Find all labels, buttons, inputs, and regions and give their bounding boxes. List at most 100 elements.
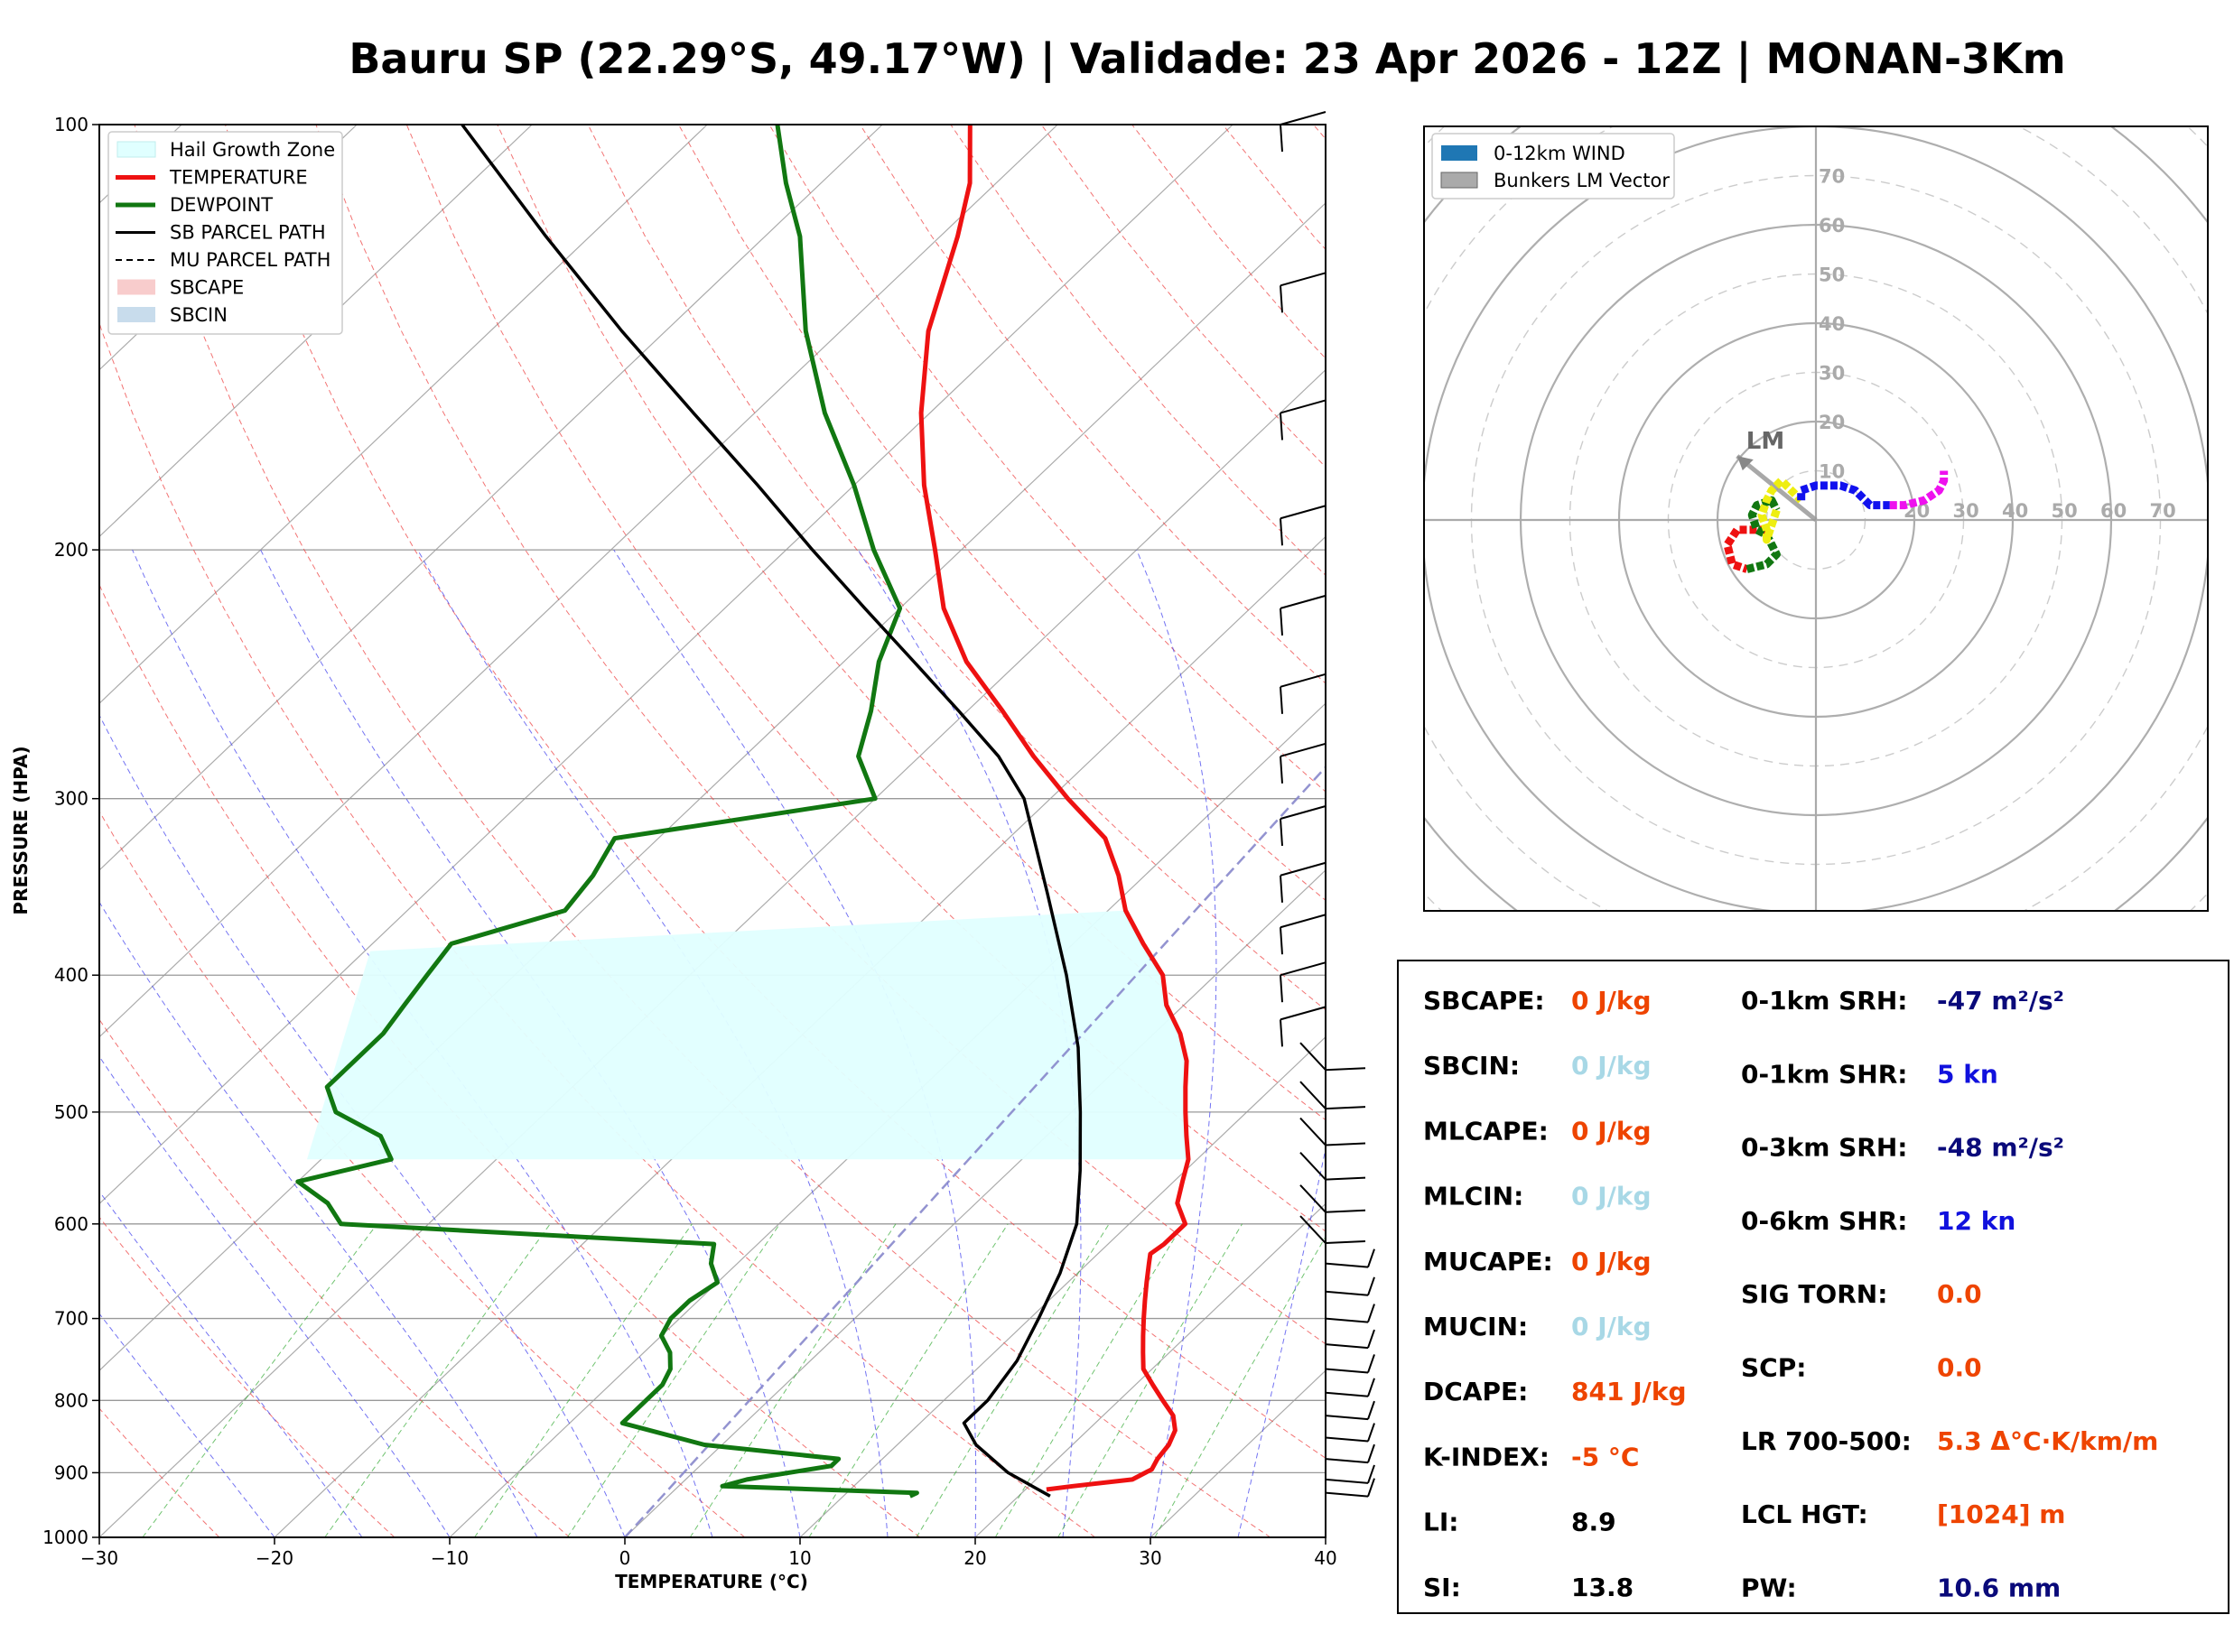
legend-item: Hail Growth Zone (116, 139, 335, 161)
skew-t-legend: Hail Growth Zone TEMPERATURE DEWPOINT SB PA… (107, 131, 343, 335)
hodograph-trace: LM (1723, 428, 1949, 573)
isotherm-line (99, 125, 708, 705)
wind-barb (1280, 673, 1326, 714)
y-tick-label: 700 (54, 1308, 88, 1330)
wind-barb-staff (1280, 975, 1283, 1003)
legend-item: TEMPERATURE (116, 167, 308, 189)
index-value: 8.9 (1571, 1508, 1616, 1537)
wind-barb-staff (1280, 686, 1283, 714)
hodograph-legend: 0-12km WIND Bunkers LM Vector (1431, 133, 1675, 200)
dry-adiabat-line (99, 1018, 571, 1537)
hodograph-ring-label: 60 (1819, 215, 1845, 237)
wind-barb-flag (1367, 1329, 1375, 1349)
index-value: 0 J/kg (1571, 1051, 1652, 1081)
index-name: PW: (1741, 1573, 1797, 1602)
wind-barb-staff (1280, 608, 1283, 636)
moist-adiabat-line (1136, 549, 1217, 1537)
hail-growth-zone-area (307, 910, 1188, 1160)
index-name: 0-6km SHR: (1741, 1206, 1908, 1236)
wind-barb-flag (1367, 1423, 1375, 1442)
dry-adiabat-line (497, 125, 1326, 1121)
isotherm-line (449, 702, 1326, 1537)
hodograph-rings (1424, 126, 2208, 911)
index-value: 13.8 (1571, 1573, 1634, 1602)
index-row: MUCIN: 0 J/kg (1423, 1312, 1652, 1341)
wind-barb-staff (1280, 756, 1283, 784)
moist-adiabat-line (99, 1190, 363, 1537)
y-tick-label: 200 (54, 539, 88, 561)
legend-item: SBCAPE (117, 277, 244, 299)
wind-barb (1280, 961, 1326, 1003)
index-row: 0-1km SRH: -47 m²/s² (1741, 986, 2064, 1016)
isotherm-line (99, 125, 1058, 1038)
legend-label: TEMPERATURE (169, 167, 308, 189)
wind-barb-flag (1325, 1067, 1366, 1072)
y-axis-title: PRESSURE (HPA) (10, 746, 32, 914)
mu-parcel-path-line (624, 766, 1326, 1537)
dry-adiabat-line (134, 125, 1271, 1537)
index-row: SBCAPE: 0 J/kg (1423, 986, 1652, 1016)
x-tick-label: 10 (788, 1547, 811, 1569)
x-tick-label: −20 (256, 1547, 293, 1569)
wind-barb-staff (1299, 1151, 1326, 1181)
dry-adiabat-line (99, 1407, 220, 1537)
dry-adiabat-line (99, 810, 746, 1537)
index-value: 0 J/kg (1571, 1312, 1652, 1341)
wind-barb-flag (1325, 1142, 1366, 1146)
y-tick-label: 600 (54, 1213, 88, 1235)
hodograph-legend-item: Bunkers LM Vector (1440, 170, 1670, 191)
wind-barb (1325, 1304, 1375, 1323)
y-tick-label: 400 (54, 964, 88, 986)
wind-barb-flag (1280, 1006, 1326, 1021)
legend-box (107, 131, 343, 335)
hodograph-ring-label: 10 (1819, 461, 1845, 483)
index-value: [1024] m (1937, 1499, 2065, 1529)
hodograph-axis-label: 60 (2100, 500, 2127, 522)
indices-box (1397, 960, 2229, 1614)
x-tick-label: 40 (1314, 1547, 1336, 1569)
bunkers-lm-vector (1736, 454, 1818, 522)
wind-barbs (1280, 111, 1375, 1498)
dry-adiabat-line (224, 125, 1326, 1459)
legend-swatch (117, 307, 155, 322)
wind-barb-staff (1299, 1042, 1326, 1071)
temperature-line (918, 125, 1191, 1492)
wind-barb-staff (1325, 1262, 1369, 1268)
dry-adiabat-line (587, 125, 1326, 1011)
wind-barb (1299, 1081, 1366, 1110)
skew-t-frame (98, 124, 1326, 1538)
index-value: -48 m²/s² (1937, 1133, 2064, 1163)
index-row: 0-6km SHR: 12 kn (1741, 1206, 2015, 1236)
x-tick-label: −30 (80, 1547, 118, 1569)
legend-item: MU PARCEL PATH (116, 249, 330, 271)
wind-barb-staff (1280, 518, 1283, 546)
wind-barb (1280, 805, 1326, 847)
wind-barb-staff (1299, 1215, 1326, 1244)
legend-label: SBCIN (170, 304, 228, 326)
hodograph-axis-label: 50 (2052, 500, 2078, 522)
wind-barb-staff (1299, 1081, 1326, 1109)
index-value: 0 J/kg (1571, 986, 1652, 1016)
wind-barb (1325, 1464, 1375, 1484)
index-row: DCAPE: 841 J/kg (1423, 1377, 1687, 1406)
wind-barb-flag (1367, 1276, 1375, 1296)
legend-swatch (116, 141, 156, 158)
wind-barb (1325, 1329, 1375, 1350)
index-value: 5.3 Δ°C·K/km/m (1937, 1426, 2158, 1456)
wind-barb-flag (1367, 1400, 1375, 1420)
wind-barb-flag (1280, 914, 1326, 929)
skew-t-series (295, 125, 1326, 1537)
legend-label: MU PARCEL PATH (170, 249, 330, 271)
sb-parcel-path-line (461, 125, 1083, 1498)
index-name: 0-3km SRH: (1741, 1133, 1908, 1163)
moist-adiabat-line (99, 1055, 451, 1537)
moist-adiabat-line (99, 901, 538, 1537)
moist-adiabat-line (417, 549, 889, 1537)
index-name: SIG TORN: (1741, 1279, 1887, 1309)
wind-barb-flag (1367, 1354, 1375, 1373)
hodograph-segment (1797, 481, 1890, 510)
mixing-ratio-line (916, 1223, 1110, 1537)
wind-barb (1280, 1006, 1326, 1047)
dry-adiabat-line (99, 583, 921, 1537)
